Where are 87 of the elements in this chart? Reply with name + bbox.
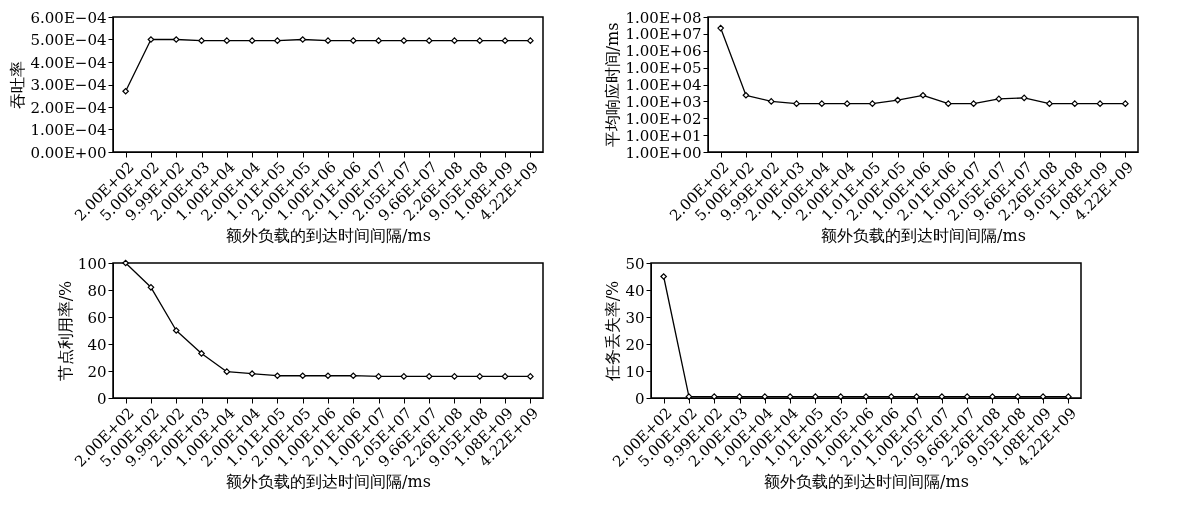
point	[425, 37, 433, 44]
point	[1020, 94, 1028, 102]
point	[970, 100, 977, 108]
y-tick-label: 80	[87, 281, 107, 300]
y-tick-label: 40	[625, 281, 645, 300]
y-tick-label: 1.00E+06	[625, 42, 702, 61]
x-axis-title: 额外负载的到达时间间隔/ms	[764, 471, 969, 491]
point	[476, 373, 484, 380]
y-tick-label: 1.00E+02	[625, 109, 702, 128]
y-tick-label: 1.00E+03	[625, 92, 702, 111]
point	[375, 373, 382, 380]
point	[1046, 100, 1053, 108]
point	[527, 373, 534, 380]
point	[400, 373, 408, 380]
y-tick-label: 10	[625, 362, 645, 381]
point	[172, 327, 180, 334]
point	[198, 37, 205, 44]
y-tick-label: 4.00E−04	[30, 53, 107, 72]
point	[299, 36, 307, 43]
point	[1122, 100, 1129, 108]
y-tick-label: 1.00E+00	[625, 143, 702, 162]
y-tick-label: 5.00E−04	[30, 31, 107, 49]
point	[147, 283, 155, 291]
y-tick-label: 6.00E−04	[30, 8, 107, 27]
point	[995, 95, 1003, 103]
point	[122, 259, 129, 267]
y-tick-label: 1.00E+08	[625, 8, 702, 27]
point	[349, 372, 357, 380]
point	[476, 37, 484, 44]
y-tick-label: 40	[87, 335, 107, 354]
point	[527, 37, 534, 44]
point	[248, 37, 256, 44]
point	[944, 100, 952, 108]
point	[843, 100, 851, 108]
point	[324, 37, 332, 44]
y-tick-label: 100	[77, 254, 107, 273]
point	[172, 36, 180, 43]
y-tick-label: 1.00E+04	[625, 76, 702, 94]
point	[767, 98, 775, 105]
point	[400, 37, 408, 44]
y-tick-label: 1.00E+05	[625, 59, 702, 78]
y-tick-label: 1.00E−04	[30, 121, 107, 139]
y-axis-title: 任务丢失率/%	[603, 280, 623, 383]
point	[742, 91, 750, 99]
point	[451, 373, 458, 380]
point	[122, 87, 129, 95]
point	[501, 373, 509, 380]
y-tick-label: 3.00E−04	[30, 76, 107, 94]
point	[223, 37, 231, 44]
point	[869, 100, 876, 108]
point	[375, 37, 382, 44]
y-axis-title: 节点利用率/%	[55, 280, 75, 382]
point	[198, 350, 205, 357]
y-tick-label: 1.00E+07	[625, 25, 702, 44]
point	[793, 100, 800, 108]
point	[818, 100, 826, 108]
y-tick-label: 60	[87, 308, 107, 327]
y-tick-label: 50	[625, 254, 645, 273]
point	[1096, 100, 1104, 108]
y-tick-label: 20	[625, 335, 645, 354]
point	[274, 372, 281, 380]
point	[451, 37, 458, 44]
y-axis-title: 平均响应时间/ms	[603, 22, 623, 148]
point	[324, 372, 332, 380]
point	[919, 91, 927, 99]
x-axis-title: 额外负载的到达时间间隔/ms	[821, 225, 1026, 245]
y-axis-title: 吞吐率	[8, 61, 28, 109]
point	[147, 36, 155, 43]
y-tick-label: 0	[634, 389, 645, 408]
point	[894, 96, 902, 104]
y-tick-label: 0	[96, 389, 107, 408]
point	[299, 372, 307, 380]
point	[1071, 100, 1079, 108]
point	[274, 37, 281, 44]
y-tick-label: 2.00E−04	[30, 98, 107, 117]
x-axis-title: 额外负载的到达时间间隔/ms	[226, 471, 431, 491]
point	[717, 24, 724, 32]
x-axis-title: 额外负载的到达时间间隔/ms	[226, 225, 431, 245]
y-tick-label: 30	[625, 308, 645, 327]
y-tick-label: 1.00E+01	[625, 126, 702, 145]
y-tick-label: 0.00E+00	[30, 143, 107, 162]
point	[248, 370, 256, 378]
point	[425, 373, 433, 380]
point	[223, 368, 231, 376]
point	[349, 37, 357, 44]
y-tick-label: 20	[87, 362, 107, 381]
point	[501, 37, 509, 44]
